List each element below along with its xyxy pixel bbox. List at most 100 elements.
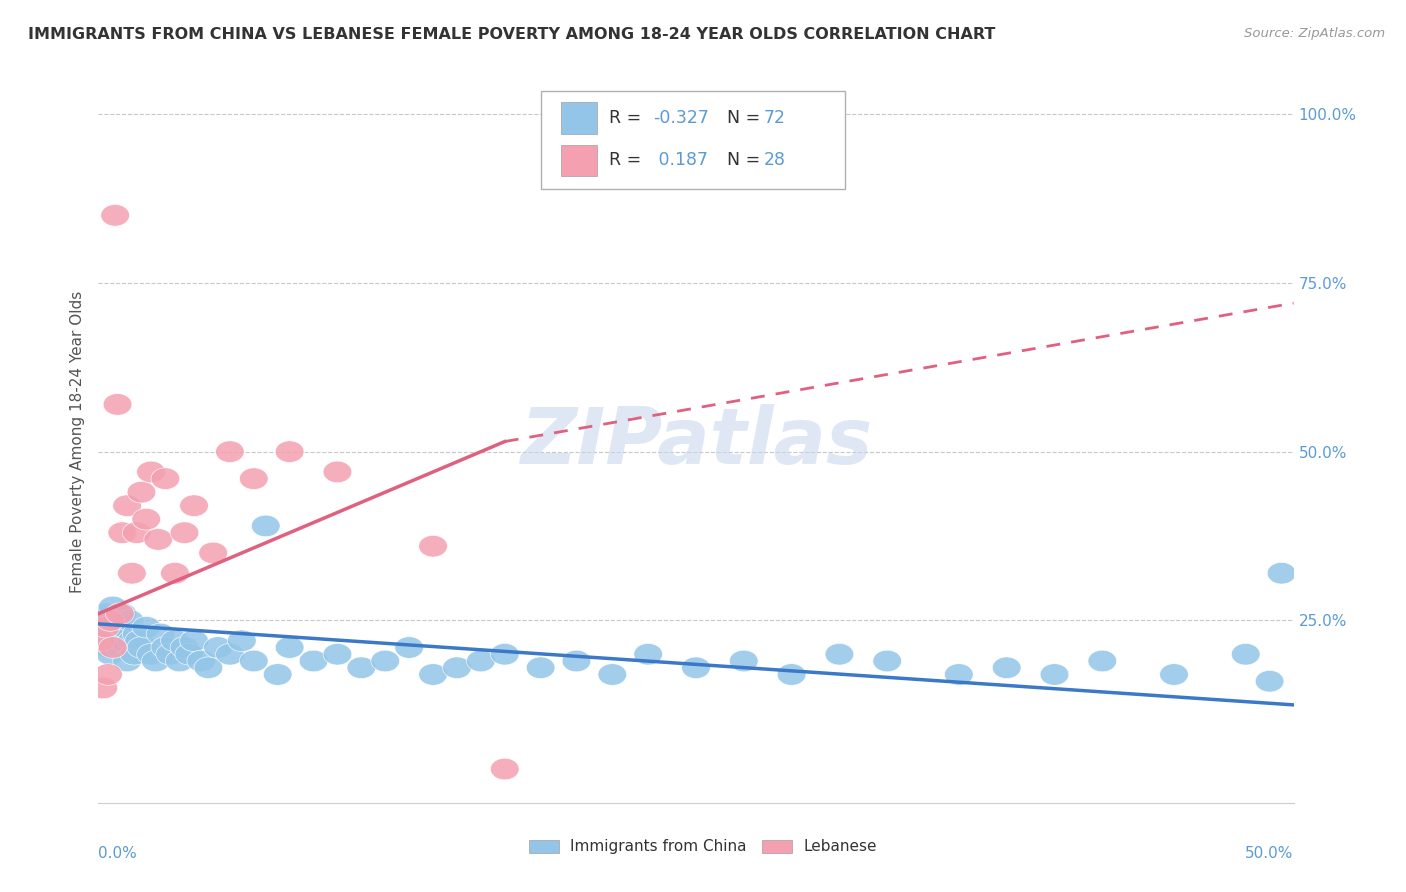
Ellipse shape: [108, 522, 136, 543]
Ellipse shape: [166, 650, 194, 672]
Ellipse shape: [443, 657, 471, 679]
Ellipse shape: [682, 657, 710, 679]
Text: 50.0%: 50.0%: [1246, 847, 1294, 861]
Ellipse shape: [125, 630, 153, 651]
Ellipse shape: [103, 624, 132, 645]
Ellipse shape: [96, 609, 125, 632]
Ellipse shape: [299, 650, 328, 672]
Ellipse shape: [118, 630, 146, 651]
FancyBboxPatch shape: [529, 840, 558, 854]
Ellipse shape: [778, 664, 806, 685]
Ellipse shape: [94, 624, 122, 645]
Ellipse shape: [395, 637, 423, 658]
Ellipse shape: [180, 495, 208, 516]
Ellipse shape: [252, 516, 280, 537]
Ellipse shape: [122, 522, 150, 543]
Ellipse shape: [323, 643, 352, 665]
Text: R =: R =: [609, 109, 647, 127]
Ellipse shape: [94, 664, 122, 685]
Text: N =: N =: [716, 152, 766, 169]
Ellipse shape: [108, 630, 136, 651]
Ellipse shape: [198, 542, 228, 564]
Ellipse shape: [491, 643, 519, 665]
Text: 0.0%: 0.0%: [98, 847, 138, 861]
Ellipse shape: [174, 643, 204, 665]
Ellipse shape: [98, 637, 127, 658]
Ellipse shape: [118, 563, 146, 584]
Ellipse shape: [101, 204, 129, 227]
Ellipse shape: [873, 650, 901, 672]
Ellipse shape: [101, 616, 129, 638]
Ellipse shape: [89, 609, 118, 632]
Text: -0.327: -0.327: [652, 109, 709, 127]
Ellipse shape: [94, 637, 122, 658]
Ellipse shape: [105, 637, 135, 658]
Ellipse shape: [111, 616, 139, 638]
Ellipse shape: [1232, 643, 1260, 665]
Text: N =: N =: [716, 109, 766, 127]
Ellipse shape: [347, 657, 375, 679]
FancyBboxPatch shape: [561, 145, 596, 177]
Ellipse shape: [180, 630, 208, 651]
Ellipse shape: [276, 441, 304, 462]
FancyBboxPatch shape: [541, 91, 845, 189]
Ellipse shape: [150, 468, 180, 490]
Ellipse shape: [263, 664, 292, 685]
Ellipse shape: [98, 624, 127, 645]
Ellipse shape: [87, 630, 115, 651]
Ellipse shape: [160, 630, 190, 651]
Ellipse shape: [467, 650, 495, 672]
Ellipse shape: [187, 650, 215, 672]
Ellipse shape: [156, 643, 184, 665]
Ellipse shape: [945, 664, 973, 685]
Ellipse shape: [419, 535, 447, 557]
Ellipse shape: [142, 650, 170, 672]
Text: 72: 72: [763, 109, 786, 127]
Ellipse shape: [96, 609, 125, 632]
Ellipse shape: [1160, 664, 1188, 685]
Ellipse shape: [419, 664, 447, 685]
Ellipse shape: [108, 603, 136, 624]
Ellipse shape: [101, 630, 129, 651]
Ellipse shape: [103, 393, 132, 415]
Ellipse shape: [105, 603, 135, 624]
Ellipse shape: [215, 441, 245, 462]
Ellipse shape: [526, 657, 555, 679]
Ellipse shape: [598, 664, 627, 685]
Ellipse shape: [132, 616, 160, 638]
Ellipse shape: [323, 461, 352, 483]
Text: Immigrants from China: Immigrants from China: [571, 839, 747, 855]
Ellipse shape: [239, 650, 269, 672]
Ellipse shape: [239, 468, 269, 490]
Ellipse shape: [825, 643, 853, 665]
Text: IMMIGRANTS FROM CHINA VS LEBANESE FEMALE POVERTY AMONG 18-24 YEAR OLDS CORRELATI: IMMIGRANTS FROM CHINA VS LEBANESE FEMALE…: [28, 27, 995, 42]
Ellipse shape: [96, 643, 125, 665]
Text: ZIPatlas: ZIPatlas: [520, 403, 872, 480]
Ellipse shape: [89, 677, 118, 698]
Ellipse shape: [98, 596, 127, 618]
Ellipse shape: [634, 643, 662, 665]
Ellipse shape: [112, 495, 142, 516]
Ellipse shape: [160, 563, 190, 584]
Ellipse shape: [115, 609, 143, 632]
FancyBboxPatch shape: [762, 840, 792, 854]
Ellipse shape: [120, 643, 149, 665]
Ellipse shape: [91, 603, 120, 624]
Ellipse shape: [103, 609, 132, 632]
Ellipse shape: [122, 624, 150, 645]
Ellipse shape: [1256, 671, 1284, 692]
Ellipse shape: [1088, 650, 1116, 672]
Ellipse shape: [170, 522, 198, 543]
Ellipse shape: [1040, 664, 1069, 685]
Ellipse shape: [89, 616, 118, 638]
Ellipse shape: [371, 650, 399, 672]
Ellipse shape: [87, 630, 115, 651]
FancyBboxPatch shape: [561, 102, 596, 134]
Ellipse shape: [91, 616, 120, 638]
Ellipse shape: [91, 630, 120, 651]
Ellipse shape: [1267, 563, 1296, 584]
Ellipse shape: [136, 643, 166, 665]
Ellipse shape: [150, 637, 180, 658]
Ellipse shape: [993, 657, 1021, 679]
Ellipse shape: [127, 637, 156, 658]
